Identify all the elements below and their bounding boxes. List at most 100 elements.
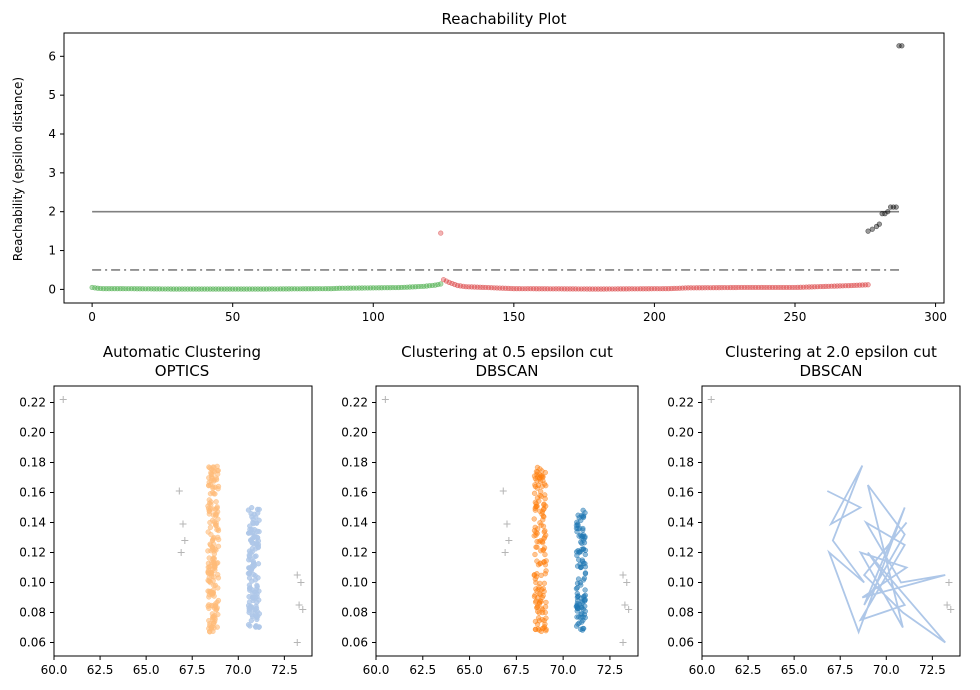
reachability-point xyxy=(410,284,416,290)
cluster-point xyxy=(541,481,548,487)
reachability-point xyxy=(679,285,686,291)
cluster-point xyxy=(205,588,211,594)
reachability-point xyxy=(637,286,643,292)
cluster-point xyxy=(532,551,538,558)
cluster-point xyxy=(574,605,581,612)
y-tick-label: 1 xyxy=(48,244,56,258)
cluster-point xyxy=(580,617,586,623)
cluster-point xyxy=(533,468,540,475)
cluster-point xyxy=(542,496,548,502)
cluster-point xyxy=(205,548,211,554)
reachability-ylabel: Reachability (epsilon distance) xyxy=(11,77,25,261)
reachability-point xyxy=(525,286,531,292)
reachability-point xyxy=(173,286,180,292)
cluster-point xyxy=(540,478,546,484)
noise-point xyxy=(293,639,301,646)
y-tick-label: 0.12 xyxy=(341,546,368,560)
reachability-point xyxy=(185,286,191,292)
reachability-point xyxy=(494,285,500,291)
reachability-point xyxy=(230,286,236,292)
reachability-point xyxy=(266,286,272,292)
reachability-point xyxy=(761,284,767,291)
cluster-point xyxy=(210,485,216,491)
cluster-point xyxy=(533,532,539,538)
y-tick-label: 0.14 xyxy=(667,516,694,530)
x-tick-label: 60.0 xyxy=(41,663,68,677)
reachability-point xyxy=(362,285,368,291)
cluster-point xyxy=(254,591,260,597)
cluster-point xyxy=(208,471,214,477)
cluster-point xyxy=(540,513,546,519)
reachability-point xyxy=(857,282,863,288)
cluster-point xyxy=(541,536,547,542)
reachability-point xyxy=(438,281,444,287)
noise-point xyxy=(297,579,305,586)
cluster-point xyxy=(581,575,588,581)
cluster-point xyxy=(248,617,254,624)
reachability-point xyxy=(578,286,584,292)
reachability-point xyxy=(390,284,396,291)
reachability-point xyxy=(126,286,132,292)
cluster-point xyxy=(582,608,588,614)
cluster-point xyxy=(531,490,538,496)
reachability-point xyxy=(477,284,483,290)
x-tick-label: 72.5 xyxy=(271,663,298,677)
cluster-point xyxy=(582,570,589,576)
noise-point xyxy=(619,571,627,579)
y-tick-label: 4 xyxy=(48,127,56,141)
reachability-point xyxy=(845,283,852,289)
reachability-point xyxy=(629,286,635,292)
reachability-point xyxy=(747,284,753,291)
cluster-point xyxy=(538,488,544,495)
cluster-point xyxy=(534,485,540,491)
cluster-point xyxy=(531,516,537,522)
reachability-point xyxy=(696,285,702,291)
reachability-point xyxy=(505,285,511,291)
cluster-point xyxy=(533,544,539,550)
reachability-point xyxy=(668,285,674,292)
reachability-point xyxy=(553,286,559,292)
noise-point xyxy=(619,639,627,646)
reachability-point xyxy=(128,286,135,292)
reachability-point xyxy=(831,283,837,289)
reachability-point xyxy=(446,279,452,286)
y-tick-label: 3 xyxy=(48,166,56,180)
cluster-point xyxy=(246,599,253,605)
x-tick-label: 60.0 xyxy=(363,663,390,677)
reachability-point xyxy=(210,286,216,292)
reachability-point xyxy=(685,285,691,291)
noise-point xyxy=(947,606,955,613)
noise-point xyxy=(295,601,303,609)
reachability-point xyxy=(469,284,475,290)
cluster-point xyxy=(252,577,259,583)
cluster-point xyxy=(248,566,254,573)
reachability-point xyxy=(744,284,750,291)
noise-point xyxy=(499,487,507,495)
reachability-point xyxy=(339,285,345,291)
reachability-point xyxy=(306,286,312,292)
cluster-point xyxy=(205,570,212,577)
cluster-point xyxy=(253,553,259,559)
reachability-point xyxy=(584,286,590,292)
reachability-point xyxy=(660,286,666,292)
cluster-point xyxy=(581,597,588,603)
reachability-point xyxy=(261,286,267,292)
reachability-point xyxy=(499,285,506,291)
reachability-point xyxy=(542,286,548,292)
cluster-point xyxy=(540,585,546,592)
cluster-point xyxy=(246,609,252,616)
dbscan-20-panel: Clustering at 2.0 epsilon cut DBSCAN 60.… xyxy=(667,343,961,677)
reachability-point xyxy=(817,283,823,290)
cluster-point xyxy=(210,555,217,561)
reachability-point xyxy=(567,286,573,292)
reachability-point xyxy=(786,284,792,291)
reachability-point xyxy=(522,286,528,292)
dbscan-05-title-line1: Clustering at 0.5 epsilon cut xyxy=(401,343,613,361)
cluster-point xyxy=(211,582,217,589)
x-tick-label: 250 xyxy=(784,310,807,324)
reachability-point xyxy=(573,286,579,292)
dbscan-20-title-line1: Clustering at 2.0 epsilon cut xyxy=(725,343,937,361)
reachability-point xyxy=(657,286,663,292)
reachability-point xyxy=(300,286,306,292)
reachability-point xyxy=(604,286,610,292)
